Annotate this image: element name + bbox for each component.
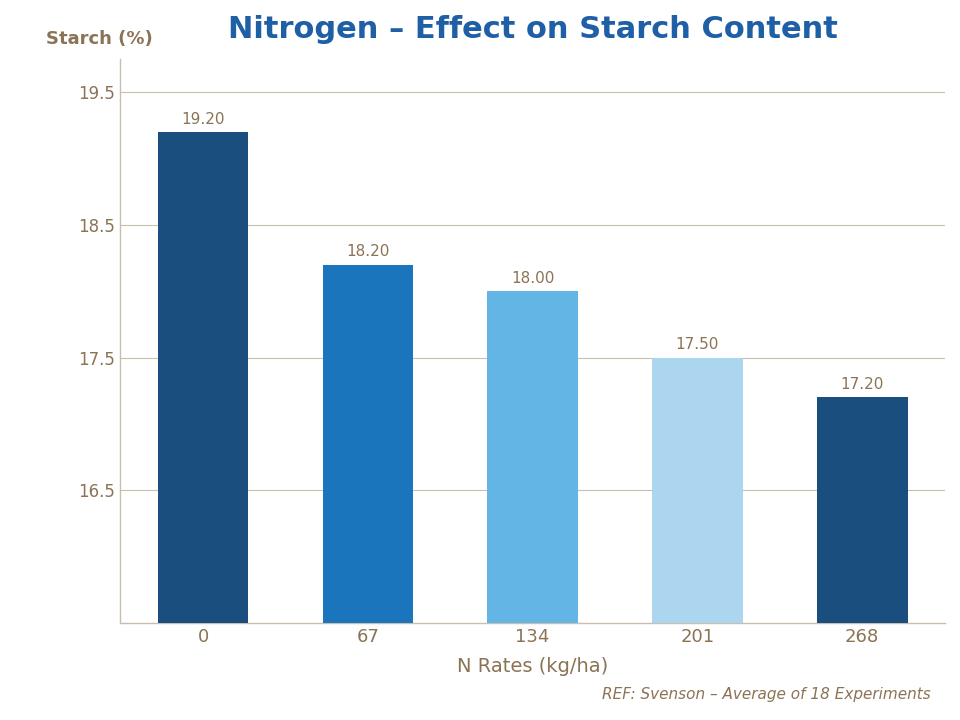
Text: 18.20: 18.20 xyxy=(347,244,390,259)
X-axis label: N Rates (kg/ha): N Rates (kg/ha) xyxy=(457,657,609,676)
Bar xyxy=(817,397,907,720)
Bar xyxy=(488,291,578,720)
Title: Nitrogen – Effect on Starch Content: Nitrogen – Effect on Starch Content xyxy=(228,15,838,44)
Text: 17.50: 17.50 xyxy=(676,337,719,352)
Text: 17.20: 17.20 xyxy=(841,377,884,392)
Text: 19.20: 19.20 xyxy=(181,112,225,127)
Text: 18.00: 18.00 xyxy=(511,271,554,286)
Bar xyxy=(157,132,249,720)
Text: REF: Svenson – Average of 18 Experiments: REF: Svenson – Average of 18 Experiments xyxy=(603,687,931,702)
Bar xyxy=(652,358,743,720)
Text: Starch (%): Starch (%) xyxy=(46,30,153,48)
Bar xyxy=(323,265,413,720)
